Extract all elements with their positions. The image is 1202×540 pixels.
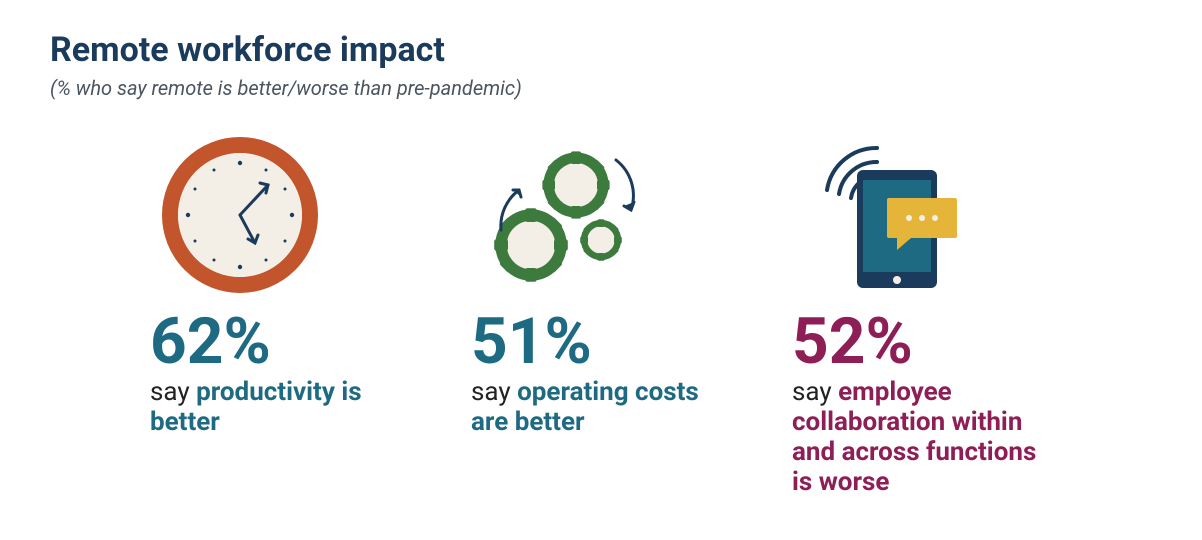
page-title: Remote workforce impact: [50, 30, 1152, 70]
clock-icon: [150, 130, 330, 300]
caption-prefix: say: [150, 377, 196, 407]
stat-caption: say productivity is better: [150, 378, 410, 438]
phone-icon: [792, 130, 972, 300]
page-subtitle: (% who say remote is better/worse than p…: [50, 76, 1152, 100]
stat-percent: 52%: [792, 310, 913, 374]
stat-percent: 62%: [150, 310, 271, 374]
stat-caption: say operating costs are better: [471, 378, 731, 438]
stat-caption: say employee collaboration within and ac…: [792, 378, 1052, 498]
stat-collaboration: 52% say employee collaboration within an…: [792, 130, 1052, 498]
gears-icon: [471, 130, 651, 300]
caption-prefix: say: [471, 377, 517, 407]
stat-costs: 51% say operating costs are better: [471, 130, 731, 498]
stat-productivity: 62% say productivity is better: [150, 130, 410, 498]
stats-row: 62% say productivity is better: [50, 130, 1152, 498]
stat-percent: 51%: [471, 310, 592, 374]
caption-prefix: say: [792, 377, 838, 407]
